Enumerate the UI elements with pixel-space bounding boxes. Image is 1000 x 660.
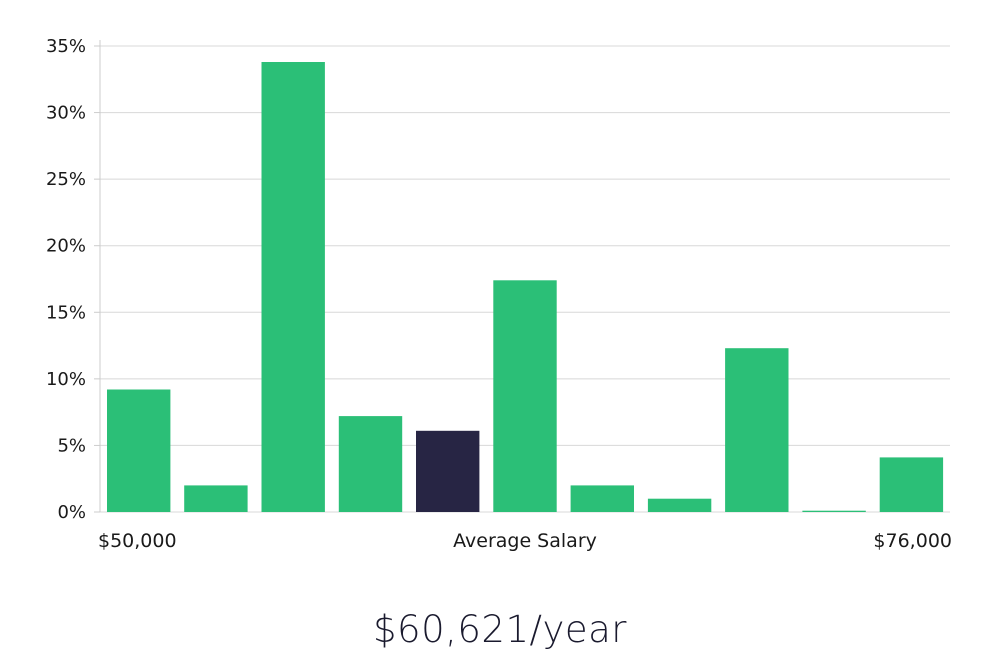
salary-distribution-chart: 0% 5% 10% 15% 20% 25% 30% 35% $50,000 Average S…	[46, 36, 952, 552]
y-tick-label: 20%	[46, 236, 86, 257]
bar	[802, 510, 866, 512]
x-axis-start-label: $50,000	[98, 530, 177, 552]
bar	[107, 389, 171, 512]
y-axis-tick-labels: 0% 5% 10% 15% 20% 25% 30% 35%	[46, 36, 86, 523]
y-tick-label: 10%	[46, 369, 86, 390]
x-axis-center-label: Average Salary	[453, 530, 597, 552]
bar	[879, 457, 944, 512]
bar	[570, 485, 634, 512]
y-tick-label: 25%	[46, 169, 86, 190]
y-tick-label: 35%	[46, 36, 86, 57]
bar	[725, 348, 789, 512]
average-salary-value: $60,621/year	[372, 608, 627, 651]
bar	[184, 485, 248, 512]
y-tick-label: 0%	[57, 502, 86, 523]
bar	[261, 62, 325, 512]
y-tick-label: 15%	[46, 302, 86, 323]
y-tick-label: 5%	[57, 435, 86, 456]
bar	[647, 498, 712, 512]
bar	[493, 280, 557, 512]
bar-highlighted	[416, 430, 480, 512]
bar	[338, 416, 403, 512]
y-tick-label: 30%	[46, 103, 86, 124]
bars	[107, 62, 944, 512]
x-axis-end-label: $76,000	[873, 530, 952, 552]
